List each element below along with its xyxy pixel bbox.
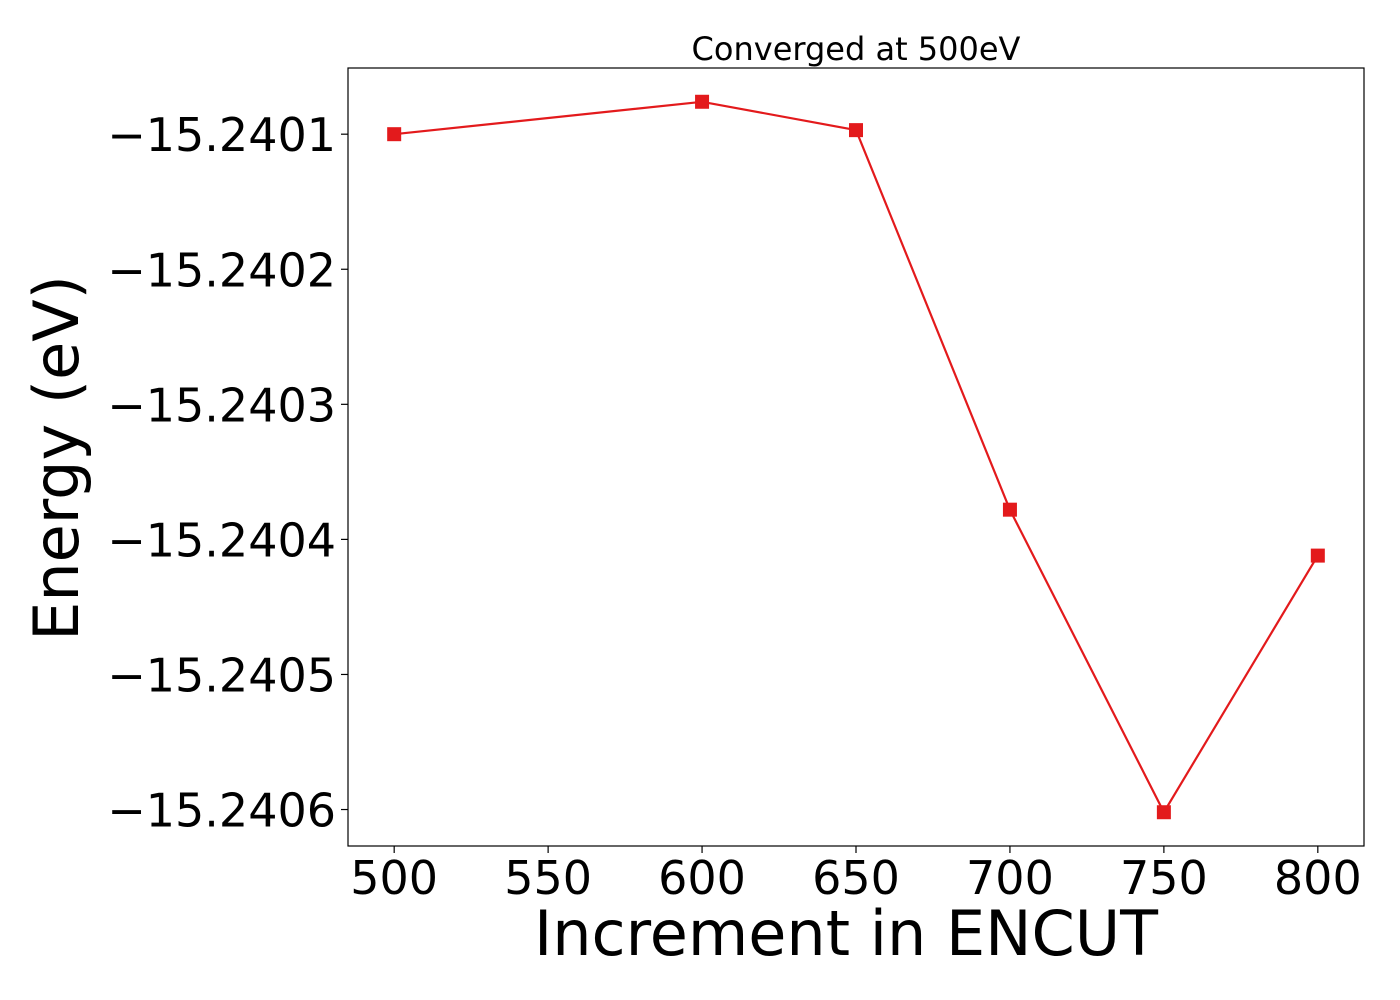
x-tick-label: 800 [1274,851,1362,905]
data-point-marker [1156,805,1171,820]
y-tick-label: −15.2403 [107,378,336,432]
x-tick-label: 700 [966,851,1054,905]
y-tick-label: −15.2401 [107,108,336,162]
data-point-marker [1002,502,1017,517]
series-layer [387,94,1325,820]
plot-area [347,67,1365,847]
x-axis: 500 550 600 650 700 750 800 [350,846,1362,905]
y-axis-label: Energy (eV) [20,275,93,641]
y-axis: −15.2401 −15.2402 −15.2403 −15.2404 −15.2405… [107,108,348,838]
x-tick-label: 650 [812,851,900,905]
data-point-marker [695,94,710,109]
x-tick-label: 500 [350,851,438,905]
x-tick-label: 750 [1120,851,1208,905]
x-tick-label: 600 [658,851,746,905]
y-tick-label: −15.2406 [107,784,336,838]
y-tick-label: −15.2405 [107,648,336,702]
x-tick-label: 550 [504,851,592,905]
y-tick-label: −15.2404 [107,513,336,567]
data-point-marker [849,123,863,138]
x-axis-label: Increment in ENCUT [534,897,1159,970]
series-line [394,100,1319,815]
chart-title: Converged at 500eV [692,30,1021,68]
data-point-marker [387,127,402,142]
y-tick-label: −15.2402 [107,243,336,297]
data-point-marker [1310,548,1325,563]
